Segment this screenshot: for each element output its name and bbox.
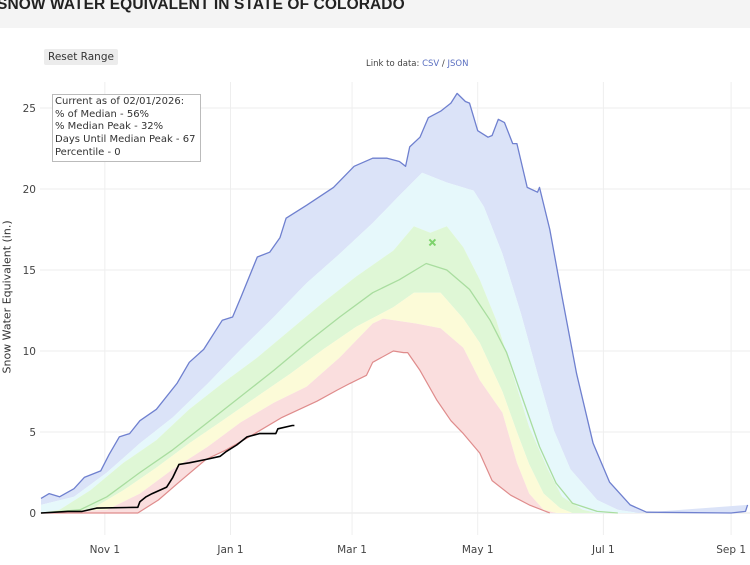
link-separator: / [441,59,445,69]
percentile-bands [41,93,748,514]
median-line[interactable] [40,262,618,514]
link-prefix: Link to data: [366,59,420,69]
status-line: Current as of 02/01/2026: [55,96,185,107]
page-title: SNOW WATER EQUIVALENT IN STATE OF COLORA… [0,0,405,13]
series-lines [40,92,749,514]
x-tick-label: Jan 1 [216,544,243,556]
status-line: Days Until Median Peak - 67 [55,134,196,146]
y-tick-label: 10 [23,346,36,358]
x-tick-label: Mar 1 [337,544,367,556]
y-tick-label: 25 [23,103,36,115]
median-peak-marker[interactable] [428,238,437,247]
y-tick-label: 5 [29,427,36,439]
y-tick-label: 15 [23,265,36,277]
status-line: Percentile - 0 [55,146,121,158]
band-70-to-90 [41,172,639,514]
current-status-box: Current as of 02/01/2026: % of Median - … [52,94,201,162]
json-link[interactable]: JSON [447,59,469,69]
band-30-to-70 [41,226,598,514]
x-axis-ticks: Nov 1 Jan 1 Mar 1 May 1 Jul 1 Sep 1 [90,544,746,556]
csv-link[interactable]: CSV [422,59,440,69]
band-90-to-max [41,93,748,514]
y-axis-ticks: 0 5 10 15 20 25 [23,103,36,520]
y-tick-label: 0 [29,508,36,520]
x-tick-label: Nov 1 [90,544,121,556]
y-axis-label: Snow Water Equivalent (in.) [0,220,14,374]
current-year-line[interactable] [40,424,295,514]
band-10-to-30 [41,292,573,513]
data-links: Link to data: CSV / JSON [366,59,468,69]
title-bar: SNOW WATER EQUIVALENT IN STATE OF COLORA… [0,0,750,28]
max-line[interactable] [40,92,749,514]
reset-range-button[interactable]: Reset Range [44,49,118,65]
band-min-to-10 [41,318,556,513]
status-line: % of Median - 56% [55,108,150,120]
y-tick-label: 20 [23,184,36,196]
marker-stroke [428,238,437,247]
x-tick-label: Sep 1 [716,544,746,556]
x-tick-label: Jul 1 [591,544,615,556]
x-tick-label: May 1 [462,544,494,556]
status-line: % Median Peak - 32% [55,121,164,133]
